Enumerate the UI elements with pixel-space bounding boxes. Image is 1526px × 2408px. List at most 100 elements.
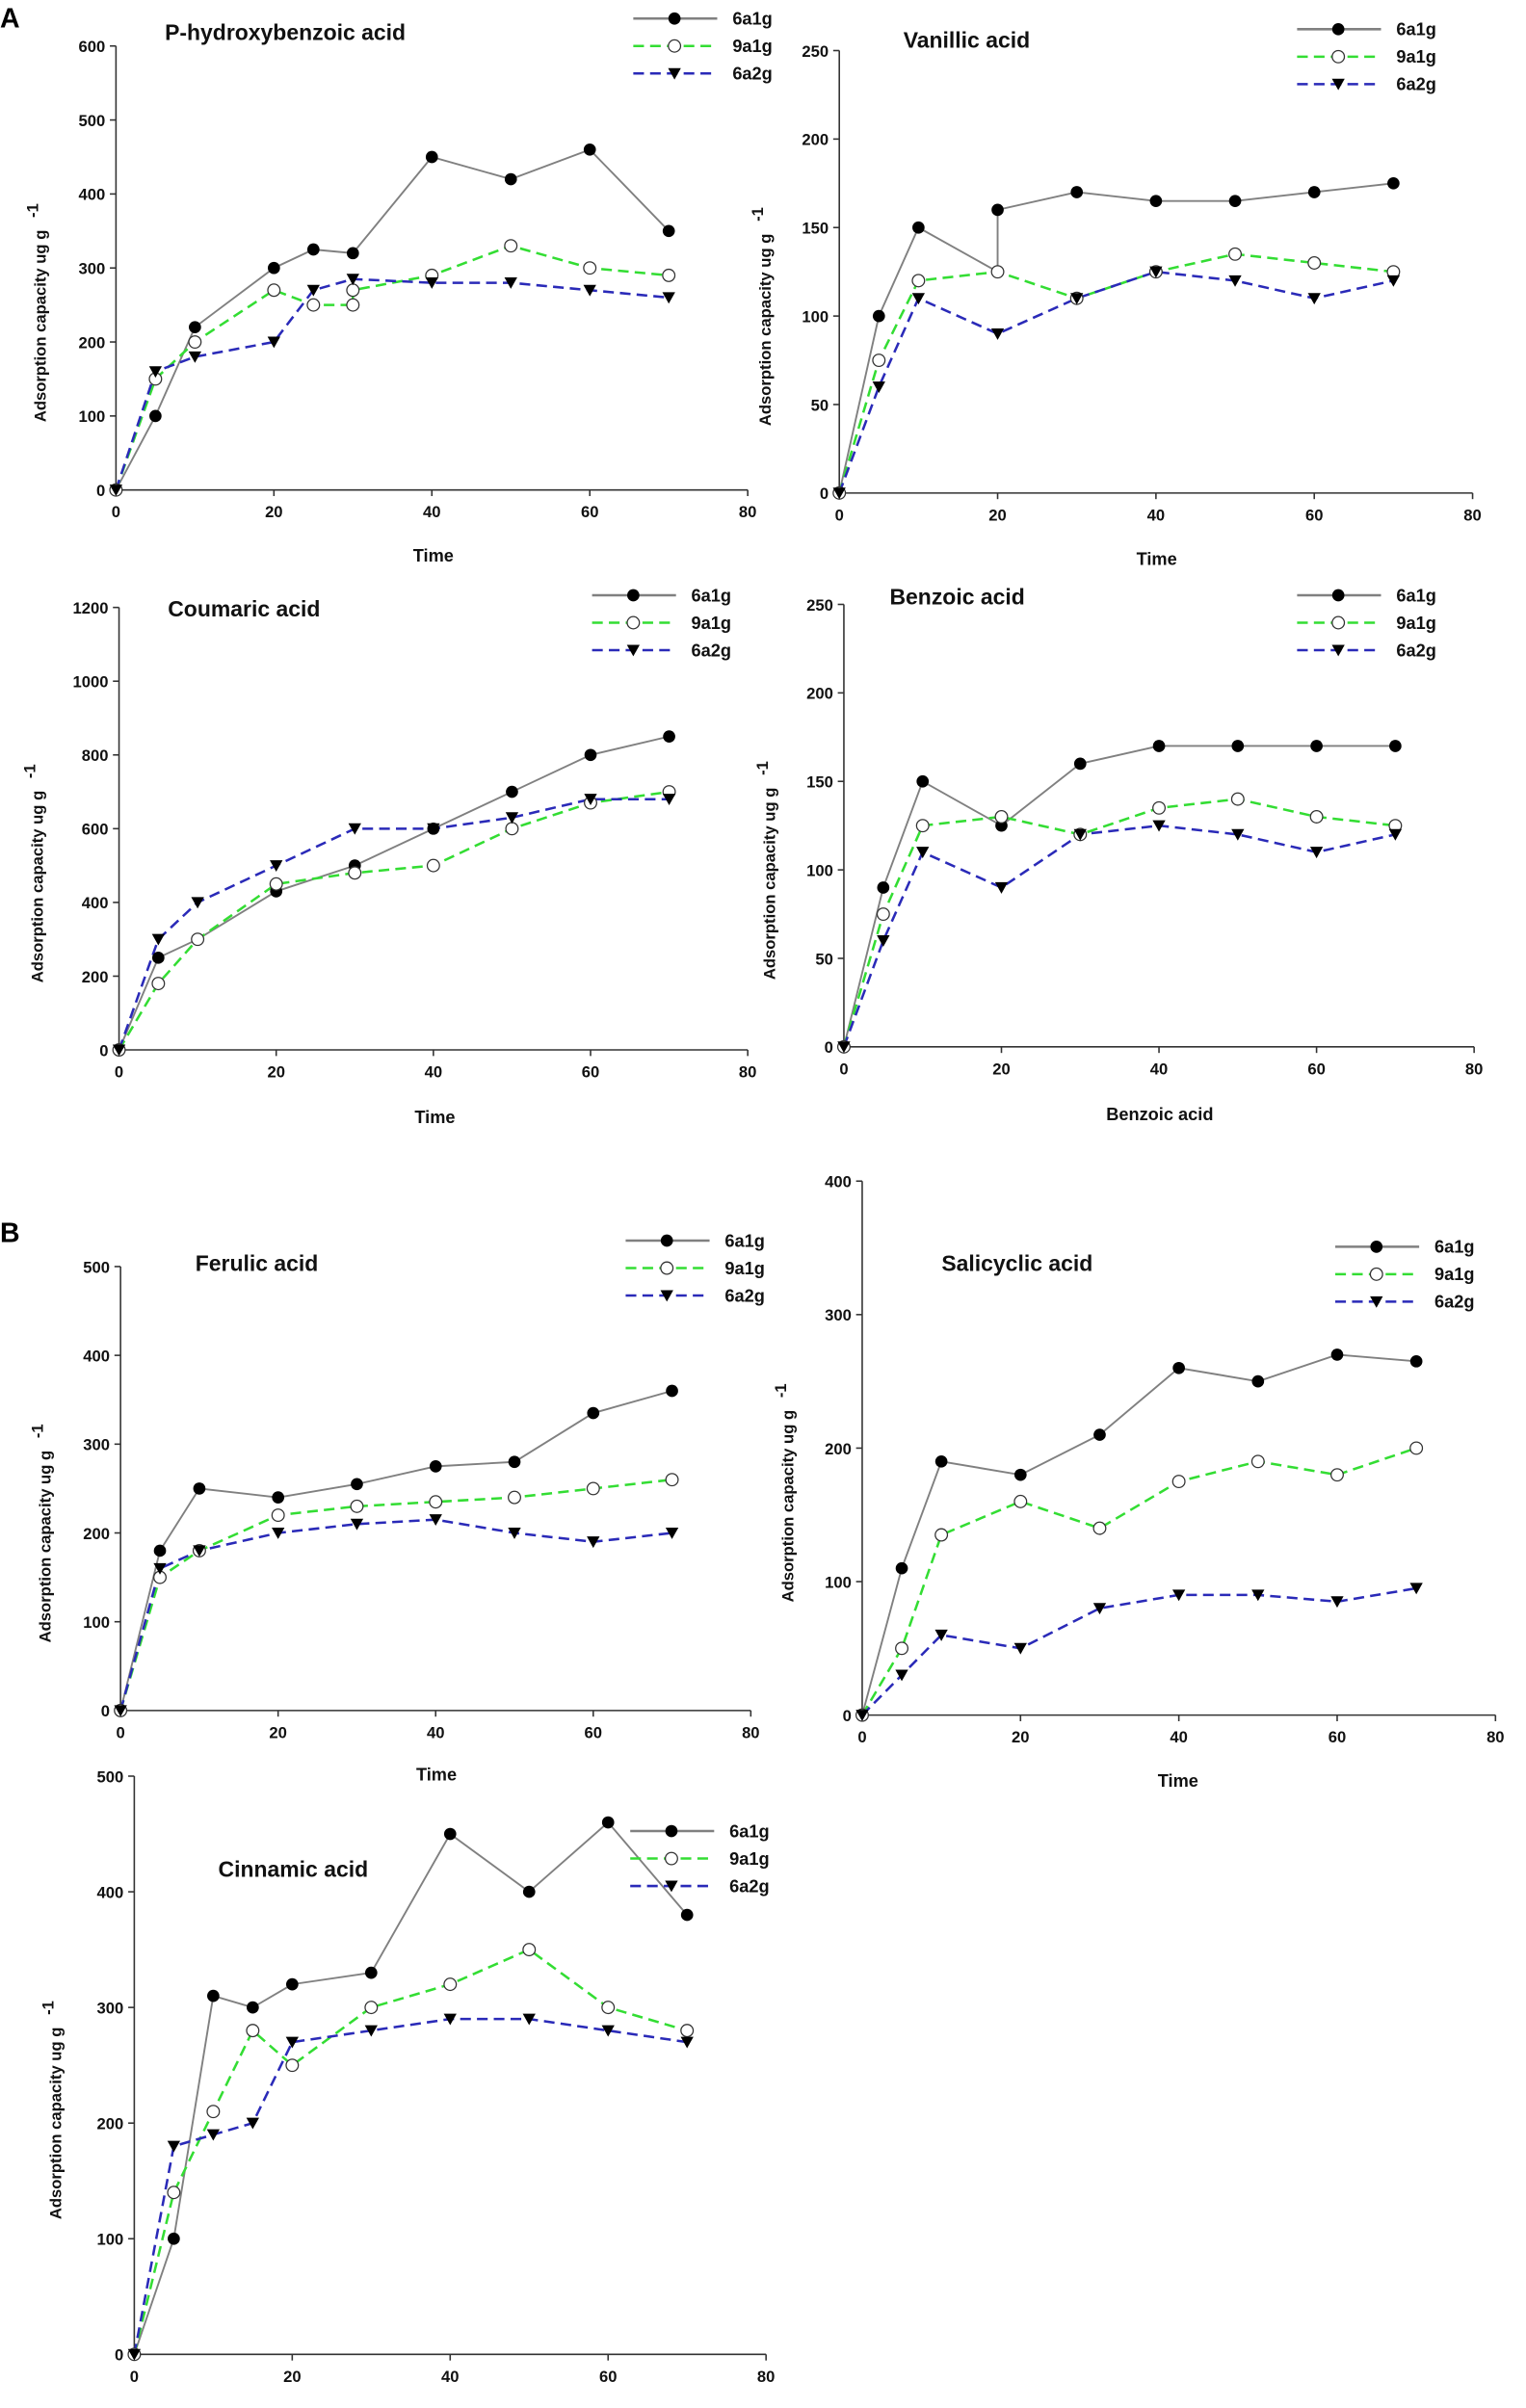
data-point-9a1g bbox=[934, 1528, 949, 1542]
x-axis-label: Time bbox=[1137, 549, 1177, 568]
data-point-9a1g bbox=[1171, 1475, 1186, 1489]
data-point-6a1g bbox=[1251, 1374, 1265, 1388]
legend-marker-icon bbox=[1331, 78, 1345, 91]
x-tick-label: 0 bbox=[839, 1060, 848, 1078]
data-point-9a1g bbox=[426, 858, 440, 873]
y-tick-label: 600 bbox=[79, 38, 106, 56]
data-point-6a1g bbox=[1409, 1355, 1423, 1368]
data-point-6a1g bbox=[934, 1454, 948, 1468]
legend-marker-icon bbox=[1331, 22, 1345, 36]
y-tick-label: 200 bbox=[83, 1525, 110, 1543]
y-tick-label: 400 bbox=[825, 1173, 852, 1191]
data-point-6a2g bbox=[662, 794, 676, 806]
data-point-6a2g bbox=[508, 1527, 521, 1539]
data-point-6a1g bbox=[1093, 1428, 1106, 1441]
data-point-6a1g bbox=[351, 1478, 363, 1491]
data-point-9a1g bbox=[1307, 256, 1322, 270]
data-point-6a2g bbox=[522, 2013, 536, 2026]
data-point-6a2g bbox=[348, 823, 361, 835]
y-tick-label: 500 bbox=[83, 1258, 110, 1276]
y-tick-label: 250 bbox=[806, 596, 833, 615]
x-tick-label: 40 bbox=[427, 1723, 445, 1741]
y-tick-label: 0 bbox=[115, 2346, 123, 2365]
x-tick-label: 20 bbox=[988, 506, 1007, 524]
data-point-6a2g bbox=[191, 897, 204, 909]
data-point-6a1g bbox=[583, 143, 596, 156]
series-line-9a1g bbox=[133, 1948, 688, 2355]
x-axis-label: Time bbox=[1158, 1771, 1198, 1791]
legend-label: 6a2g bbox=[1396, 641, 1436, 660]
chart-title: Cinnamic acid bbox=[219, 1857, 369, 1882]
data-point-9a1g bbox=[269, 877, 283, 891]
series-line-9a1g bbox=[115, 244, 670, 491]
y-axis-label-superscript: -1 bbox=[753, 761, 772, 775]
y-tick-label: 400 bbox=[79, 186, 106, 204]
x-axis-label: Time bbox=[414, 1108, 455, 1127]
data-point-6a1g bbox=[1152, 740, 1166, 752]
data-point-6a2g bbox=[127, 2348, 142, 2361]
series-line-6a1g bbox=[115, 148, 670, 491]
data-point-6a2g bbox=[934, 1629, 948, 1641]
x-tick-label: 40 bbox=[425, 1063, 443, 1082]
series-line-6a2g bbox=[133, 2017, 688, 2355]
data-point-9a1g bbox=[1092, 1521, 1107, 1535]
data-point-6a2g bbox=[364, 2025, 378, 2037]
legend-label: 6a1g bbox=[692, 586, 732, 605]
series-line-9a1g bbox=[837, 252, 1394, 494]
legend-marker-icon bbox=[660, 1290, 673, 1302]
data-point-6a2g bbox=[1228, 275, 1242, 287]
data-point-6a2g bbox=[167, 2140, 181, 2153]
legend-label: 6a2g bbox=[692, 641, 732, 660]
data-point-6a1g bbox=[1231, 740, 1245, 752]
legend-label: 6a2g bbox=[729, 1876, 770, 1896]
y-tick-label: 0 bbox=[843, 1707, 852, 1725]
legend-label: 6a1g bbox=[1396, 20, 1436, 39]
data-point-6a2g bbox=[246, 2117, 260, 2130]
y-axis-label-group: Adsorption capacity ug g -1 bbox=[753, 761, 779, 980]
data-point-6a1g bbox=[152, 951, 165, 964]
data-point-6a2g bbox=[601, 2025, 615, 2037]
panel-label-b: B bbox=[0, 1218, 20, 1249]
y-tick-label: 0 bbox=[820, 484, 829, 503]
x-tick-label: 40 bbox=[423, 503, 441, 521]
data-point-6a2g bbox=[505, 812, 519, 824]
y-tick-label: 200 bbox=[802, 131, 829, 149]
data-point-9a1g bbox=[429, 1495, 443, 1509]
y-axis-label-group: Adsorption capacity ug g -1 bbox=[39, 2001, 65, 2219]
chart-1: 0 20 40 60 80 0 50 100 150 200 250 Vanillic acid Tim… bbox=[749, 20, 1482, 569]
data-point-9a1g bbox=[586, 1481, 600, 1496]
data-point-6a2g bbox=[837, 1041, 851, 1054]
x-tick-label: 60 bbox=[599, 2368, 618, 2386]
data-point-9a1g bbox=[505, 822, 519, 836]
data-point-6a2g bbox=[443, 2013, 457, 2026]
series-line-6a2g bbox=[838, 270, 1394, 494]
series-line-6a1g bbox=[133, 1820, 688, 2355]
data-point-6a1g bbox=[267, 261, 280, 275]
y-tick-label: 100 bbox=[83, 1613, 110, 1632]
chart-title: Salicyclic acid bbox=[941, 1251, 1092, 1276]
data-point-9a1g bbox=[915, 819, 930, 833]
data-point-9a1g bbox=[1228, 247, 1243, 261]
data-point-6a2g bbox=[148, 366, 163, 379]
y-tick-label: 400 bbox=[83, 1347, 110, 1365]
x-axis-label: Time bbox=[413, 546, 454, 565]
data-point-6a2g bbox=[832, 487, 846, 500]
y-tick-label: 300 bbox=[97, 1999, 124, 2017]
y-axis-label: Adsorption capacity ug g bbox=[46, 2028, 65, 2220]
data-point-6a1g bbox=[912, 221, 925, 234]
chart-title: Vanillic acid bbox=[904, 27, 1030, 52]
y-axis-label-group: Adsorption capacity ug g -1 bbox=[24, 203, 50, 422]
data-point-6a2g bbox=[306, 284, 320, 297]
legend-label: 9a1g bbox=[692, 614, 732, 633]
data-point-9a1g bbox=[504, 239, 518, 253]
y-tick-label: 200 bbox=[97, 2115, 124, 2133]
data-point-6a1g bbox=[1389, 740, 1402, 752]
series-line-6a2g bbox=[842, 824, 1396, 1048]
data-point-9a1g bbox=[990, 265, 1005, 279]
data-point-6a2g bbox=[583, 284, 596, 297]
legend-label: 9a1g bbox=[1434, 1265, 1475, 1284]
data-point-9a1g bbox=[1013, 1494, 1028, 1508]
data-point-9a1g bbox=[872, 353, 886, 368]
x-tick-label: 60 bbox=[1329, 1728, 1347, 1746]
